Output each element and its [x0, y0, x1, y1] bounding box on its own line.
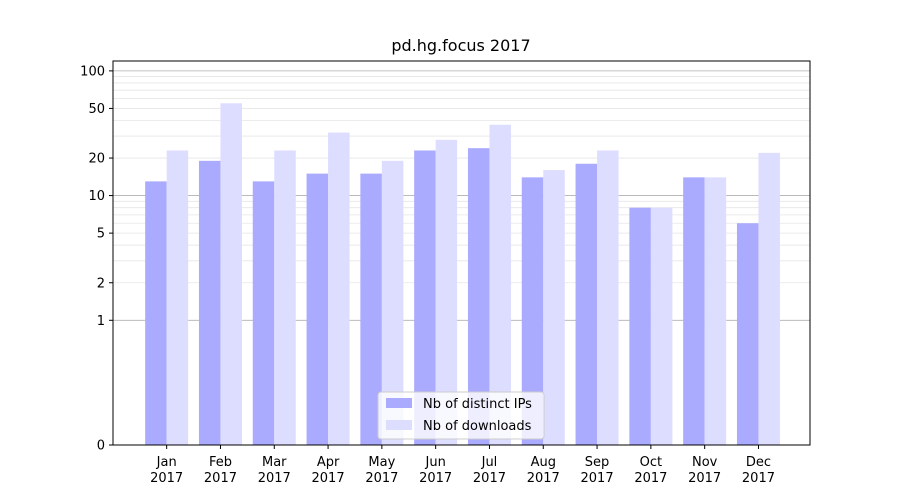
y-axis: 0 1 2 5 10 20 50 100 — [80, 64, 113, 454]
bar-distinct-ips — [683, 177, 705, 445]
x-tick-label-month: Nov — [692, 455, 718, 470]
bar-distinct-ips — [575, 163, 598, 445]
x-tick-label-year: 2017 — [634, 471, 667, 486]
bar-distinct-ips — [521, 177, 544, 445]
x-tick-label-year: 2017 — [581, 471, 614, 486]
y-tick-label: 1 — [97, 314, 105, 329]
bar-downloads — [758, 152, 780, 445]
bar-downloads — [381, 160, 404, 445]
y-tick-label: 100 — [80, 64, 105, 79]
x-tick-label-month: May — [368, 455, 395, 470]
bar-distinct-ips — [414, 150, 436, 445]
x-axis: Jan2017Feb2017Mar2017Apr2017May2017Jun20… — [150, 445, 775, 486]
x-tick-label-year: 2017 — [150, 471, 183, 486]
plot-frame — [112, 60, 811, 446]
y-tick-label: 0 — [97, 439, 105, 454]
bar-downloads — [274, 150, 296, 445]
chart-title: pd.hg.focus 2017 — [391, 36, 530, 55]
legend: Nb of distinct IPs Nb of downloads — [377, 391, 545, 440]
x-tick-label-month: Jun — [425, 455, 446, 470]
x-tick-label-month: Feb — [209, 455, 232, 470]
x-tick-label-year: 2017 — [688, 471, 721, 486]
x-tick-label-month: Mar — [262, 455, 287, 470]
x-tick-label-month: Dec — [746, 455, 771, 470]
bar-distinct-ips — [360, 173, 382, 445]
y-tick-label: 2 — [97, 276, 105, 291]
bar-downloads — [489, 124, 511, 445]
x-tick-label-year: 2017 — [473, 471, 506, 486]
bar-downloads — [220, 103, 242, 446]
bar-distinct-ips — [629, 207, 651, 445]
bar-downloads — [328, 132, 350, 446]
x-tick-label-year: 2017 — [258, 471, 291, 486]
bar-downloads — [704, 177, 727, 445]
legend-label-downloads: Nb of downloads — [423, 419, 532, 434]
legend-swatch-downloads — [386, 420, 412, 430]
y-tick-label: 50 — [88, 102, 105, 117]
legend-swatch-distinct-ips — [386, 398, 412, 408]
bar-distinct-ips — [145, 181, 167, 445]
bars — [145, 103, 780, 446]
x-tick-label-year: 2017 — [365, 471, 398, 486]
x-tick-label-month: Aug — [531, 455, 556, 470]
y-tick-label: 10 — [88, 189, 105, 204]
x-tick-label-year: 2017 — [527, 471, 560, 486]
x-tick-label-month: Jan — [156, 455, 177, 470]
legend-box — [377, 391, 545, 440]
bar-distinct-ips — [198, 160, 221, 445]
x-tick-label-year: 2017 — [419, 471, 452, 486]
x-tick-label-year: 2017 — [742, 471, 775, 486]
bar-distinct-ips — [306, 173, 329, 445]
legend-label-distinct-ips: Nb of distinct IPs — [423, 397, 532, 412]
x-tick-label-month: Apr — [317, 455, 340, 470]
x-tick-label-month: Oct — [640, 455, 662, 470]
bar-distinct-ips — [467, 148, 490, 445]
bar-downloads — [650, 207, 673, 445]
bar-distinct-ips — [252, 181, 275, 445]
x-tick-label-year: 2017 — [312, 471, 345, 486]
bar-downloads — [597, 150, 619, 445]
bar-downloads — [543, 170, 565, 445]
y-tick-label: 20 — [88, 152, 105, 167]
x-tick-label-month: Jul — [481, 455, 498, 470]
x-tick-label-year: 2017 — [204, 471, 237, 486]
bar-downloads — [435, 139, 458, 445]
x-tick-label-month: Sep — [585, 455, 610, 470]
bar-downloads — [166, 150, 189, 445]
bar-distinct-ips — [736, 223, 759, 445]
y-tick-label: 5 — [97, 227, 105, 242]
